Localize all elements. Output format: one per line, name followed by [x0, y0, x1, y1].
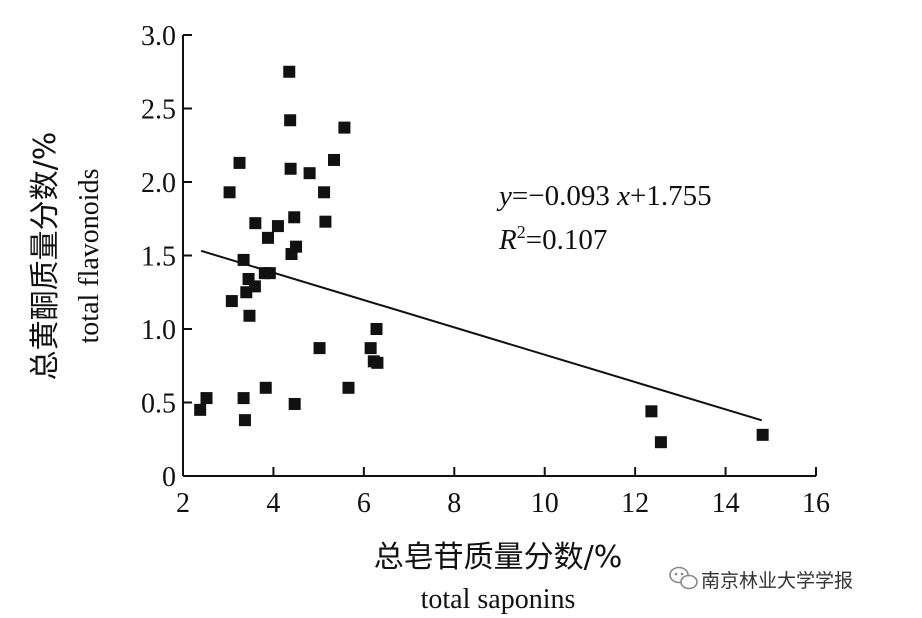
data-point — [284, 114, 297, 127]
x-axis-label-en: total saponins — [421, 584, 576, 615]
data-point — [238, 414, 251, 427]
data-point — [259, 381, 272, 394]
x-tick-label: 16 — [802, 488, 830, 519]
data-point — [654, 436, 667, 449]
x-tick-label: 10 — [531, 488, 559, 519]
tick-marks — [182, 34, 817, 477]
x-axis-label-cn: 总皂苷质量分数/% — [374, 540, 623, 575]
data-point — [233, 156, 246, 169]
data-point — [284, 162, 297, 175]
y-tick-label: 2.5 — [141, 95, 176, 126]
data-point — [371, 356, 384, 369]
watermark: 南京林业大学学报 — [669, 566, 853, 592]
trendline-group — [200, 249, 763, 422]
data-point — [248, 280, 261, 293]
trendline — [200, 249, 763, 422]
data-point — [338, 121, 351, 134]
y-tick-label: 0 — [162, 462, 176, 493]
x-tick-label: 2 — [176, 488, 190, 519]
data-point — [328, 153, 341, 166]
data-point — [288, 397, 301, 410]
x-tick-label: 14 — [712, 488, 740, 519]
data-point — [249, 217, 262, 230]
data-point — [756, 428, 769, 441]
data-point — [342, 381, 355, 394]
y-tick-label: 1.5 — [141, 242, 176, 273]
x-tick-label: 8 — [447, 488, 461, 519]
data-point — [262, 231, 275, 244]
y-axis-label-en: total flavonoids — [74, 169, 105, 344]
data-point — [288, 211, 301, 224]
y-tick-label: 1.0 — [141, 315, 176, 346]
y-tick-labels: 0 0.5 1.0 1.5 2.0 2.5 3.0 — [141, 21, 176, 493]
data-point — [370, 323, 383, 335]
watermark-text: 南京林业大学学报 — [701, 570, 853, 592]
y-tick-label: 0.5 — [141, 389, 176, 420]
data-point — [271, 220, 284, 233]
data-point — [223, 186, 236, 199]
data-point — [303, 167, 316, 180]
y-tick-label: 2.0 — [141, 168, 176, 199]
data-point — [283, 65, 296, 78]
data-point — [237, 392, 250, 405]
x-tick-label: 12 — [621, 488, 649, 519]
y-tick-label: 3.0 — [141, 21, 176, 52]
data-point — [645, 405, 658, 418]
regression-equation: y=−0.093 x+1.755 — [496, 180, 712, 212]
data-point — [194, 403, 207, 416]
data-point — [313, 342, 326, 355]
x-tick-label: 4 — [266, 488, 280, 519]
data-point — [364, 342, 377, 355]
data-point — [319, 215, 332, 228]
data-points — [194, 65, 769, 449]
x-tick-label: 6 — [357, 488, 371, 519]
data-point — [200, 392, 213, 405]
wechat-icon — [669, 566, 698, 590]
y-axis-label-cn: 总黄酮质量分数/% — [28, 132, 63, 381]
data-point — [243, 309, 256, 322]
data-point — [318, 186, 331, 199]
data-point — [290, 240, 303, 253]
x-tick-labels: 2 4 6 8 10 12 14 16 — [176, 488, 830, 519]
r-squared: R2=0.107 — [498, 222, 607, 256]
data-point — [225, 295, 238, 308]
